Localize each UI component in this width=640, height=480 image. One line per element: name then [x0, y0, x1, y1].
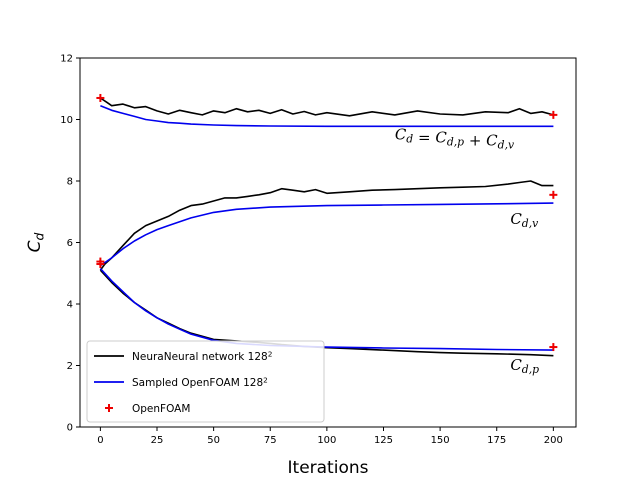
x-axis-label: Iterations: [288, 458, 369, 478]
y-axis-label: Cd: [25, 232, 46, 252]
legend-entry: Sampled OpenFOAM 1282: [94, 376, 268, 389]
legend-entry: OpenFOAM: [105, 403, 190, 415]
y-tick-label: 10: [60, 115, 73, 126]
openfoam-reference-point: [549, 110, 558, 119]
y-tick-label: 4: [67, 300, 73, 311]
x-tick-label: 25: [151, 435, 164, 446]
legend-entry: NeuraNeural network 1282: [94, 350, 272, 363]
x-tick-label: 75: [264, 435, 277, 446]
axes: 0 25 50 75 100 125 150 175 200 0 2 4 6 8 10 12 Iteration…: [25, 54, 563, 479]
legend-label: Sampled OpenFOAM 1282: [132, 376, 268, 389]
y-tick-label: 6: [67, 238, 73, 249]
openfoam-reference-point: [96, 260, 105, 269]
x-tick-label: 150: [431, 435, 450, 446]
x-tick-label: 0: [97, 435, 103, 446]
x-tick-label: 175: [487, 435, 506, 446]
sampled-openfoam-viscous-line: [99, 202, 554, 267]
x-tick-label: 125: [374, 435, 393, 446]
legend-label: NeuraNeural network 1282: [132, 350, 272, 363]
neural-network-viscous-line: [99, 180, 554, 271]
neural-network-total-line: [99, 97, 554, 117]
y-tick-label: 8: [67, 177, 73, 188]
legend-label: OpenFOAM: [132, 403, 190, 415]
annotation-pressure: Cd,p: [510, 356, 539, 376]
sampled-openfoam-total-line: [100, 104, 554, 128]
openfoam-reference-point: [96, 93, 105, 102]
sampled-openfoam-pressure-line: [99, 268, 554, 351]
series-layer: [96, 93, 558, 357]
x-tick-label: 100: [317, 435, 336, 446]
x-tick-label: 200: [544, 435, 563, 446]
legend: NeuraNeural network 1282 Sampled OpenFOAM…: [86, 340, 325, 423]
annotations: Cd = Cd,p + Cd,v Cd,v Cd,p: [395, 125, 539, 376]
openfoam-reference-point: [549, 343, 558, 352]
y-tick-label: 12: [60, 54, 73, 65]
plot-frame: [79, 57, 577, 428]
legend-box: [86, 340, 325, 423]
annotation-total: Cd = Cd,p + Cd,v: [395, 125, 514, 151]
annotation-viscous: Cd,v: [510, 210, 538, 230]
x-tick-label: 50: [207, 435, 220, 446]
openfoam-reference-point: [549, 190, 558, 199]
y-tick-label: 2: [67, 361, 73, 372]
y-tick-label: 0: [67, 423, 73, 434]
